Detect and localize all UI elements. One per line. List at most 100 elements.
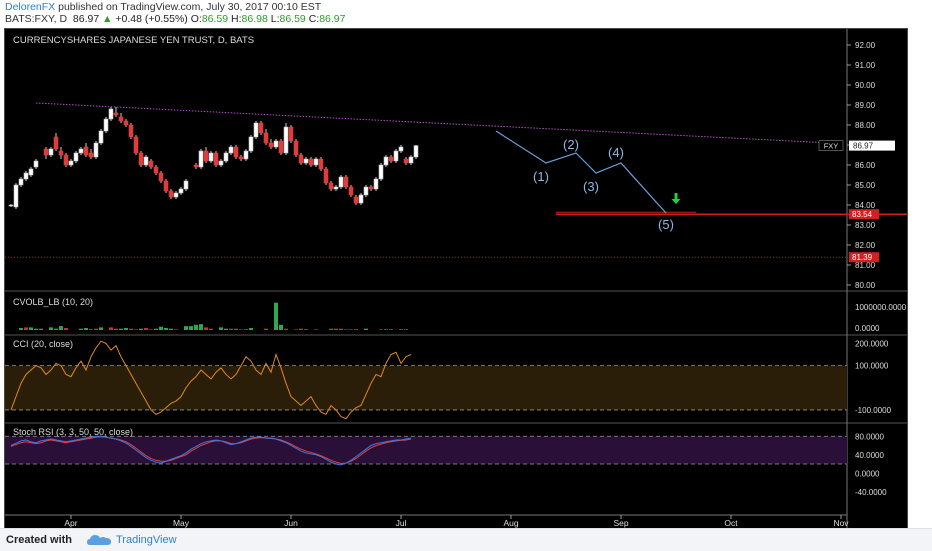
candle-body <box>228 146 234 154</box>
candle-body <box>208 152 214 162</box>
candle-body <box>103 118 109 132</box>
up-arrow-icon: ▲ <box>102 13 113 25</box>
volume-bar <box>29 327 33 330</box>
candle-body <box>298 154 304 164</box>
wave-label: (3) <box>583 179 599 194</box>
candle-body <box>88 152 94 158</box>
volume-bar <box>304 329 308 330</box>
volume-bar <box>194 324 198 330</box>
time-tick-label: Oct <box>724 518 738 528</box>
candle-body <box>373 178 379 190</box>
volume-bar <box>154 328 158 330</box>
volume-bar <box>389 329 393 330</box>
candle-body <box>63 154 69 166</box>
candle-body <box>118 116 124 122</box>
candle-body <box>338 176 344 188</box>
volume-bar <box>224 328 228 330</box>
candle-body <box>413 145 419 158</box>
time-tick-label: May <box>173 518 190 528</box>
price-tick-label: 82.00 <box>855 241 876 250</box>
ohlc-line: BATS:FXY, D 86.97 ▲ +0.48 (+0.55%) O:86.… <box>5 13 346 25</box>
volume-bar <box>54 328 58 330</box>
candle-body <box>328 182 334 190</box>
volume-bar <box>109 327 113 330</box>
candle-body <box>398 146 404 152</box>
price-tick-label: 91.00 <box>855 61 876 70</box>
volume-bar <box>59 326 63 330</box>
price-tick-label: 80.00 <box>855 281 876 290</box>
candle-body <box>43 148 49 156</box>
author-link[interactable]: DelorenFX <box>5 1 56 13</box>
change-value: +0.48 (+0.55%) <box>115 13 188 25</box>
candle-body <box>123 120 129 126</box>
wave-projection-path <box>495 130 667 214</box>
volume-bar <box>264 328 268 330</box>
candle-body <box>58 150 64 156</box>
chart-svg[interactable]: 92.0091.0090.0089.0088.0087.0086.0085.00… <box>5 29 907 529</box>
time-tick-label: Jul <box>396 518 407 528</box>
candle-body <box>323 168 329 184</box>
price-tick-label: 88.00 <box>855 121 876 130</box>
time-tick-label: Sep <box>613 518 628 528</box>
resistance-trendline <box>35 102 832 144</box>
publish-line: DelorenFX published on TradingView.com, … <box>5 1 321 13</box>
volume-bar <box>129 328 133 330</box>
candle-body <box>308 158 314 166</box>
wave-label: (2) <box>563 137 579 152</box>
candle-body <box>193 164 199 168</box>
candle-body <box>238 156 244 160</box>
volume-bar <box>64 328 68 330</box>
volume-bar <box>299 328 303 330</box>
candle-body <box>348 186 354 196</box>
candle-body <box>408 156 414 164</box>
volume-bar <box>189 326 193 330</box>
price-tick-label: 83.00 <box>855 221 876 230</box>
candle-body <box>273 140 279 148</box>
volume-bar <box>49 327 53 330</box>
cci-tick-label: 200.0000 <box>855 339 889 348</box>
candle-body <box>383 156 389 166</box>
candle-body <box>68 160 74 166</box>
price-tick-label: 81.00 <box>855 261 876 270</box>
tradingview-cloud-icon <box>87 535 111 545</box>
price-tick-label: 84.00 <box>855 201 876 210</box>
candle-body <box>28 168 34 176</box>
volume-bar <box>399 329 403 330</box>
candle-body <box>283 126 289 154</box>
volume-tick-label: 0.0000 <box>855 324 880 333</box>
volume-bar <box>344 329 348 330</box>
candle-body <box>293 140 299 156</box>
volume-bar <box>149 329 153 330</box>
last-price-label-bg <box>849 140 895 151</box>
volume-bar <box>169 328 173 330</box>
candle-body <box>198 150 204 168</box>
volume-bar <box>404 329 408 330</box>
time-tick-label: Jun <box>284 518 298 528</box>
volume-bar <box>39 328 43 330</box>
volume-bar <box>119 328 123 330</box>
volume-bar <box>274 302 278 330</box>
down-arrow-icon <box>671 193 681 204</box>
candle-body <box>403 158 409 164</box>
volume-bar <box>114 328 118 330</box>
volume-bar <box>124 328 128 330</box>
chart-area[interactable]: 92.0091.0090.0089.0088.0087.0086.0085.00… <box>4 28 908 530</box>
candle-body <box>108 108 114 120</box>
volume-bar <box>99 327 103 330</box>
tradingview-link[interactable]: TradingView <box>116 534 177 546</box>
candle-body <box>48 148 54 156</box>
candle-body <box>223 152 229 162</box>
open-value: 86.59 <box>201 13 229 25</box>
symbol-label: BATS:FXY, D <box>5 13 68 25</box>
volume-bar <box>164 328 168 330</box>
stoch-tick-label: -40.0000 <box>855 488 887 497</box>
candle-body <box>393 150 399 162</box>
last-price: 86.97 <box>72 13 100 25</box>
volume-bar <box>244 329 248 330</box>
candle-body <box>368 186 374 190</box>
candle-body <box>333 186 339 190</box>
volume-bar <box>364 328 368 330</box>
volume-bar <box>204 327 208 330</box>
wave-label: (1) <box>533 169 549 184</box>
candle-body <box>183 180 189 190</box>
